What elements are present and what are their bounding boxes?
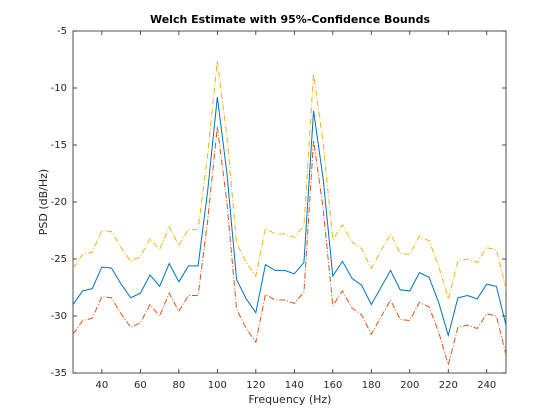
x-tick-label: 220 — [439, 380, 458, 391]
y-tick-label: -20 — [51, 197, 67, 208]
x-axis-label: Frequency (Hz) — [249, 393, 332, 406]
x-tick-label: 200 — [400, 380, 419, 391]
x-tick-label: 40 — [95, 380, 108, 391]
y-tick-label: -10 — [51, 83, 67, 94]
x-tick-label: 240 — [477, 380, 496, 391]
x-tick-label: 80 — [172, 380, 185, 391]
y-tick-label: -15 — [51, 140, 67, 151]
y-tick-label: -25 — [51, 254, 67, 265]
x-tick-label: 100 — [208, 380, 227, 391]
y-axis-label: PSD (dB/Hz) — [37, 169, 50, 235]
x-tick-label: 120 — [246, 380, 265, 391]
chart-title: Welch Estimate with 95%-Confidence Bound… — [150, 13, 430, 26]
series-line — [72, 97, 507, 338]
y-tick-label: -35 — [51, 368, 67, 379]
x-tick-label: 160 — [323, 380, 342, 391]
y-tick-label: -5 — [57, 26, 67, 37]
x-tick-label: 140 — [285, 380, 304, 391]
y-tick-label: -30 — [51, 311, 67, 322]
x-tick-label: 60 — [134, 380, 147, 391]
plot-area — [72, 30, 507, 374]
x-tick-label: 180 — [362, 380, 381, 391]
